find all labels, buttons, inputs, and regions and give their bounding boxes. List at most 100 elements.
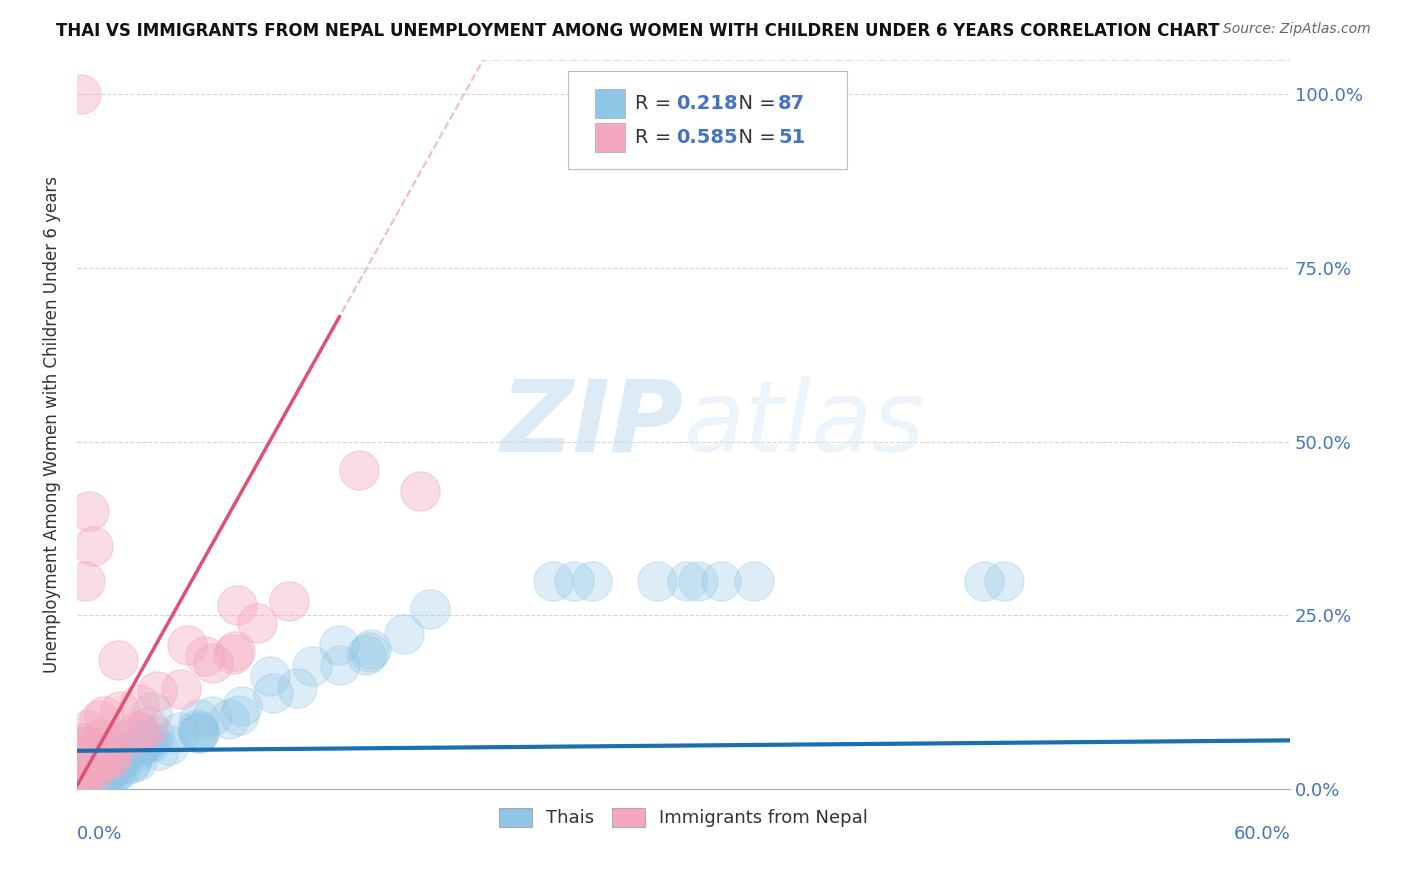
Point xyxy=(187,723,209,738)
Point xyxy=(91,749,114,764)
Point xyxy=(96,759,118,773)
Point xyxy=(93,768,115,782)
Point xyxy=(392,627,415,641)
Point xyxy=(94,759,117,773)
Point xyxy=(128,698,150,712)
Point xyxy=(75,574,97,588)
Point xyxy=(82,539,104,553)
Point xyxy=(122,731,145,746)
Point xyxy=(328,638,350,652)
Point xyxy=(202,657,225,671)
Point xyxy=(224,643,246,657)
Point xyxy=(80,767,103,781)
Point xyxy=(139,735,162,749)
Point xyxy=(97,749,120,764)
Point xyxy=(136,734,159,748)
Point xyxy=(226,598,249,612)
Point xyxy=(89,764,111,778)
Point xyxy=(77,772,100,786)
Legend: Thais, Immigrants from Nepal: Thais, Immigrants from Nepal xyxy=(492,801,876,835)
Point xyxy=(194,649,217,664)
Point xyxy=(409,483,432,498)
Point xyxy=(91,750,114,764)
Point xyxy=(77,756,100,770)
Text: THAI VS IMMIGRANTS FROM NEPAL UNEMPLOYMENT AMONG WOMEN WITH CHILDREN UNDER 6 YEA: THAI VS IMMIGRANTS FROM NEPAL UNEMPLOYME… xyxy=(56,22,1220,40)
Point xyxy=(89,731,111,746)
Point xyxy=(170,682,193,697)
Point xyxy=(710,574,733,588)
Point xyxy=(231,698,253,713)
Point xyxy=(84,760,107,774)
Point xyxy=(70,87,93,102)
Point xyxy=(75,739,97,754)
Point xyxy=(67,766,90,780)
Point xyxy=(277,594,299,608)
Point xyxy=(744,574,766,588)
Point xyxy=(96,736,118,750)
Point xyxy=(157,738,180,752)
Y-axis label: Unemployment Among Women with Children Under 6 years: Unemployment Among Women with Children U… xyxy=(44,176,60,673)
Point xyxy=(98,764,121,779)
Point xyxy=(131,731,153,746)
Point xyxy=(70,777,93,791)
Point xyxy=(72,758,94,772)
Point xyxy=(187,712,209,726)
Point xyxy=(136,720,159,734)
Point xyxy=(96,760,118,774)
Point xyxy=(98,750,121,764)
Point xyxy=(83,770,105,784)
Point xyxy=(76,765,98,780)
Point xyxy=(77,774,100,789)
Text: R =: R = xyxy=(636,94,678,113)
Text: 51: 51 xyxy=(778,128,806,147)
Point xyxy=(169,724,191,739)
Text: N =: N = xyxy=(725,94,782,113)
Point xyxy=(349,463,371,477)
Point xyxy=(107,653,129,667)
Point xyxy=(98,745,121,759)
Point xyxy=(246,615,269,630)
Point xyxy=(70,740,93,755)
Point xyxy=(688,574,710,588)
Point xyxy=(285,681,308,695)
Point xyxy=(70,777,93,791)
Point xyxy=(87,739,110,754)
Point xyxy=(79,771,101,785)
Point xyxy=(77,723,100,737)
Point xyxy=(66,781,89,796)
Text: ZIP: ZIP xyxy=(501,376,683,473)
Point xyxy=(70,739,93,754)
Point xyxy=(146,683,169,698)
Point xyxy=(645,574,668,588)
Point xyxy=(82,768,104,782)
Point xyxy=(82,769,104,783)
Point xyxy=(142,728,165,742)
Point xyxy=(69,780,91,794)
Point xyxy=(676,574,699,588)
Point xyxy=(87,713,110,727)
Point xyxy=(120,755,142,769)
Point xyxy=(100,757,122,772)
Point xyxy=(218,713,240,727)
Point xyxy=(75,756,97,771)
Text: N =: N = xyxy=(725,128,782,147)
Point xyxy=(360,642,382,657)
Point xyxy=(262,686,284,700)
Point xyxy=(94,767,117,781)
Point xyxy=(176,639,198,653)
Text: 0.585: 0.585 xyxy=(676,128,738,147)
Text: 0.0%: 0.0% xyxy=(77,825,122,844)
Point xyxy=(993,574,1015,588)
Point xyxy=(101,747,124,762)
Point xyxy=(541,574,564,588)
Point xyxy=(89,770,111,784)
Point xyxy=(259,669,281,683)
Point xyxy=(70,767,93,781)
Point xyxy=(104,764,127,779)
Text: R =: R = xyxy=(636,128,678,147)
Point xyxy=(186,722,208,736)
Point xyxy=(112,732,135,747)
Point xyxy=(101,752,124,766)
Point xyxy=(73,772,96,786)
Point xyxy=(67,763,90,777)
